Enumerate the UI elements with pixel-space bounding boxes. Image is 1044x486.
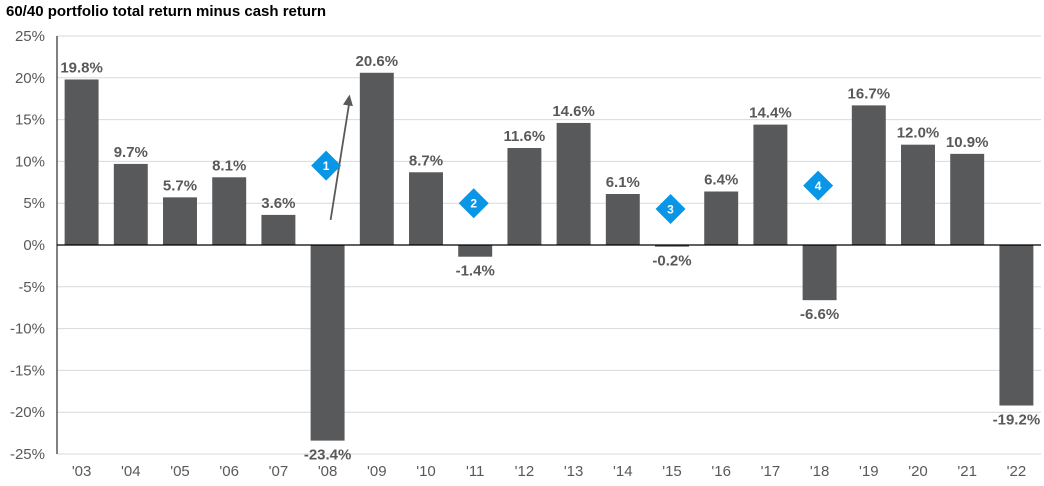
- y-tick-label: -10%: [10, 321, 45, 338]
- event-marker-diamond: [458, 188, 489, 219]
- x-tick-label: '10: [416, 463, 436, 480]
- x-tick-label: '17: [761, 463, 781, 480]
- data-label: 10.9%: [946, 134, 989, 151]
- x-tick-label: '15: [662, 463, 682, 480]
- bar: [64, 79, 99, 245]
- event-marker-diamond: [311, 150, 342, 181]
- x-tick-label: '13: [564, 463, 584, 480]
- recovery-arrowhead: [343, 94, 353, 107]
- x-tick-label: '19: [859, 463, 879, 480]
- bar: [163, 197, 197, 245]
- data-label: 6.4%: [704, 171, 738, 188]
- bar: [507, 148, 542, 245]
- data-label: -1.4%: [456, 263, 495, 280]
- x-tick-label: '16: [711, 463, 731, 480]
- data-label: 11.6%: [504, 128, 546, 145]
- bar: [359, 72, 394, 245]
- data-label: 12.0%: [897, 125, 940, 142]
- x-tick-label: '14: [613, 463, 633, 480]
- data-label: 3.6%: [261, 195, 295, 212]
- y-tick-label: 10%: [15, 153, 45, 170]
- y-tick-label: 5%: [23, 195, 45, 212]
- event-marker-label: 3: [667, 203, 674, 217]
- y-tick-label: 0%: [23, 237, 45, 254]
- event-marker-diamond: [803, 170, 834, 201]
- bar: [261, 214, 296, 245]
- event-marker-label: 1: [323, 159, 330, 173]
- x-tick-label: '09: [367, 463, 387, 480]
- bar: [556, 122, 591, 245]
- bar: [999, 245, 1034, 406]
- bar: [409, 172, 443, 245]
- x-tick-label: '03: [72, 463, 92, 480]
- x-tick-label: '22: [1007, 463, 1027, 480]
- x-tick-label: '08: [318, 463, 338, 480]
- y-tick-label: 20%: [15, 70, 45, 87]
- bar: [212, 177, 247, 245]
- event-marker-diamond: [655, 194, 686, 225]
- data-label: 5.7%: [163, 177, 197, 194]
- y-tick-label: -25%: [10, 446, 45, 463]
- event-marker-label: 2: [470, 197, 477, 211]
- data-label: -23.4%: [304, 447, 352, 464]
- y-tick-label: 15%: [15, 112, 45, 129]
- data-label: 20.6%: [356, 53, 399, 70]
- data-label: 9.7%: [114, 144, 148, 161]
- x-tick-label: '21: [957, 463, 977, 480]
- x-tick-label: '06: [219, 463, 239, 480]
- bar: [458, 245, 493, 257]
- bar: [950, 153, 985, 245]
- data-label: 8.1%: [212, 157, 246, 174]
- bar: [901, 144, 935, 245]
- data-label: 6.1%: [606, 174, 640, 191]
- y-tick-label: -15%: [10, 362, 45, 379]
- data-label: 8.7%: [409, 152, 443, 169]
- recovery-arrow-line: [329, 100, 351, 221]
- x-tick-label: '04: [121, 463, 141, 480]
- bar: [655, 245, 689, 247]
- bar: [113, 163, 148, 245]
- data-label: 14.6%: [552, 103, 595, 120]
- data-label: 19.8%: [60, 59, 103, 76]
- x-tick-label: '05: [170, 463, 190, 480]
- y-tick-label: 25%: [15, 28, 45, 45]
- data-label: 16.7%: [848, 85, 891, 102]
- y-tick-label: -20%: [10, 404, 45, 421]
- bar: [704, 191, 739, 245]
- data-label: -0.2%: [652, 253, 691, 270]
- chart-title: 60/40 portfolio total return minus cash …: [6, 3, 327, 20]
- x-tick-label: '18: [810, 463, 830, 480]
- bar: [802, 245, 837, 301]
- data-label: -19.2%: [993, 412, 1041, 429]
- bar: [605, 194, 640, 245]
- y-tick-label: -5%: [18, 279, 45, 296]
- bar: [753, 124, 788, 245]
- event-marker-label: 4: [815, 179, 822, 193]
- x-tick-label: '20: [908, 463, 928, 480]
- x-tick-label: '11: [466, 463, 484, 480]
- bar: [851, 105, 886, 245]
- x-tick-label: '07: [269, 463, 289, 480]
- data-label: 14.4%: [749, 105, 792, 122]
- data-label: -6.6%: [800, 306, 839, 323]
- bar: [310, 245, 345, 441]
- x-tick-label: '12: [515, 463, 535, 480]
